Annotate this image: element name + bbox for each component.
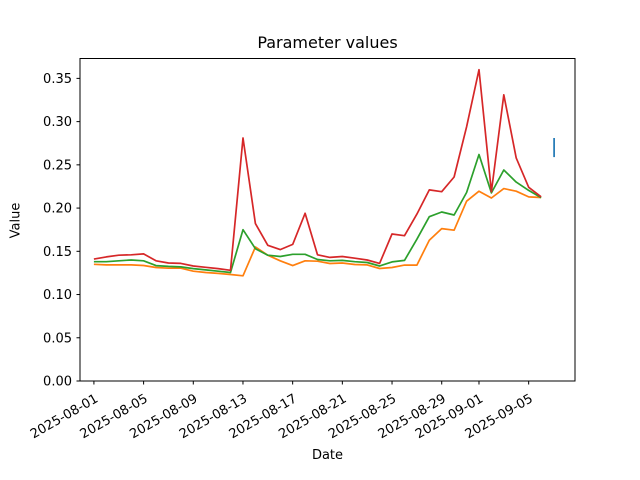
y-tick-label: 0.00 [43,375,72,390]
axes-box [79,58,576,382]
chart-title: Parameter values [257,33,398,52]
y-tick-label: 0.05 [43,331,72,346]
parameter-red-line [93,68,542,272]
y-tick-label: 0.30 [43,115,72,130]
y-tick-label: 0.20 [43,202,72,217]
parameter-orange-line [93,187,542,277]
parameter-green-line [93,153,542,274]
y-tick-label: 0.10 [43,288,72,303]
x-axis-label: Date [311,448,344,463]
y-tick-label: 0.15 [43,245,72,260]
y-tick-label: 0.35 [43,72,72,87]
y-axis-label: Value [8,202,24,239]
y-tick-label: 0.25 [43,158,72,173]
